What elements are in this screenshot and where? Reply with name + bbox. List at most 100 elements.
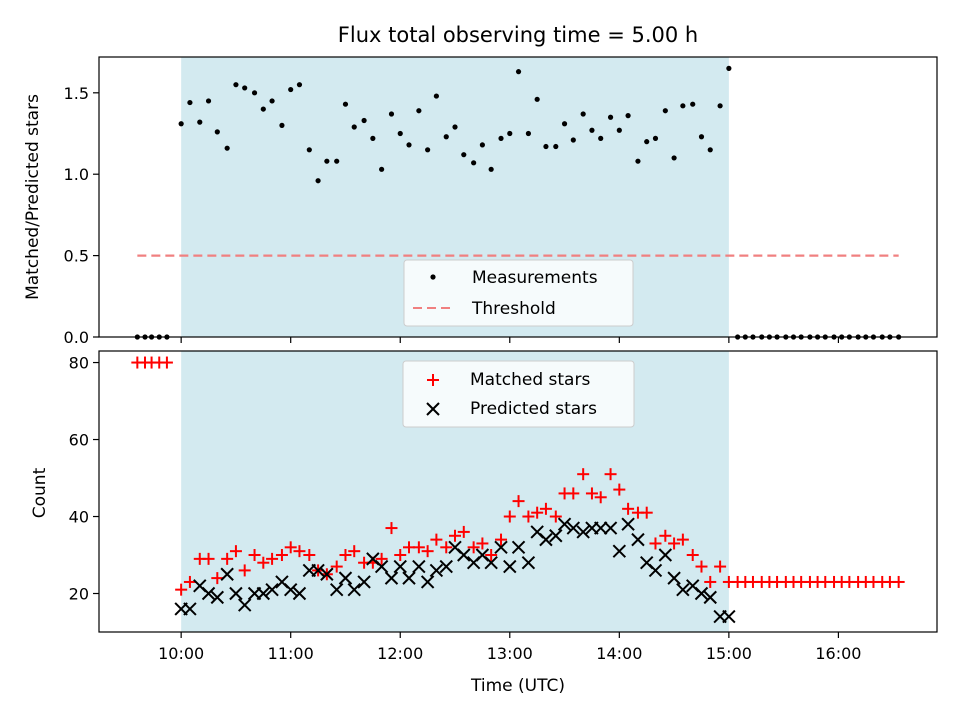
measurement-point — [251, 90, 258, 96]
matched-star-point — [649, 537, 662, 550]
predicted-star-point — [648, 563, 663, 578]
matched-star-point — [549, 510, 562, 523]
predicted-star-point — [330, 582, 344, 597]
measurement-point — [515, 69, 522, 75]
matched-star-point — [659, 529, 672, 542]
measurement-point — [717, 103, 723, 109]
predicted-star-point — [511, 540, 526, 555]
bottom-legend: Matched stars Predicted stars — [402, 360, 635, 428]
legend-matched-label: Matched stars — [470, 370, 590, 390]
predicted-star-point — [311, 563, 325, 578]
measurement-point — [315, 178, 321, 184]
matched-star-point — [293, 545, 306, 558]
predicted-stars-points — [174, 517, 736, 624]
measurement-point — [205, 98, 212, 104]
measurement-point — [242, 85, 248, 91]
matched-star-point — [892, 575, 905, 588]
predicted-star-point — [357, 575, 371, 589]
legend-matched-marker — [427, 374, 439, 386]
predicted-star-point — [374, 559, 389, 574]
measurement-point — [197, 119, 203, 125]
bottom-x-tick-label: 16:00 — [815, 644, 861, 663]
matched-star-point — [467, 541, 480, 554]
bottom-x-tick-label: 13:00 — [487, 644, 533, 663]
legend-predicted-marker — [426, 402, 440, 416]
bottom-y-tick-label: 40 — [69, 508, 89, 527]
measurement-point — [443, 134, 449, 140]
measurement-point — [671, 155, 677, 161]
top-legend-box — [403, 259, 634, 327]
measurement-point — [406, 142, 412, 148]
predicted-star-point — [220, 567, 234, 581]
predicted-star-point — [265, 582, 279, 597]
legend-threshold-label: Threshold — [471, 299, 556, 319]
matched-star-point — [202, 552, 215, 565]
matched-star-point — [275, 549, 288, 562]
bottom-x-tick-label: 14:00 — [596, 644, 642, 663]
matched-star-point — [266, 552, 279, 565]
matched-star-point — [183, 575, 196, 588]
bottom-y-tick-label: 20 — [69, 585, 89, 604]
matched-star-point — [284, 541, 297, 554]
matched-star-point — [640, 506, 653, 519]
predicted-star-point — [557, 517, 572, 531]
matched-star-point — [495, 533, 508, 546]
bottom-axes-frame — [98, 350, 938, 633]
legend-measurements-label: Measurements — [472, 268, 598, 288]
matched-star-point — [668, 537, 681, 550]
matched-star-point — [211, 572, 224, 585]
measurement-point — [635, 158, 641, 164]
predicted-star-point — [210, 590, 225, 605]
measurement-point — [361, 117, 367, 124]
top-y-tick-label: 1.5 — [64, 84, 89, 103]
matched-star-point — [539, 502, 552, 515]
measurement-point — [351, 124, 357, 130]
matched-star-point — [440, 541, 453, 554]
predicted-star-point — [402, 571, 416, 585]
measurement-point — [178, 121, 184, 127]
matched-star-point — [594, 491, 607, 504]
measurement-point — [288, 86, 294, 93]
predicted-star-point — [412, 559, 426, 574]
matched-star-point — [160, 356, 173, 369]
predicted-star-point — [457, 548, 471, 562]
measurement-point — [214, 129, 220, 135]
predicted-star-point — [576, 525, 590, 539]
measurement-point — [260, 106, 266, 112]
predicted-star-point — [593, 521, 608, 535]
measurement-points — [134, 65, 902, 340]
measurement-point — [598, 135, 604, 141]
measurement-point — [296, 82, 303, 88]
matched-stars-points — [131, 356, 905, 596]
bottom-x-ticks: 10:00 11:00 12:00 13:00 14:00 15:00 16:00 — [158, 632, 861, 663]
chart-title: Flux total observing time = 5.00 h — [338, 23, 698, 47]
measurement-point — [662, 108, 668, 114]
top-y-ticks: 0.0 0.5 1.0 1.5 — [64, 84, 99, 347]
matched-star-point — [421, 545, 434, 558]
matched-star-point — [577, 468, 590, 481]
predicted-star-point — [621, 517, 635, 531]
matched-star-point — [430, 533, 443, 546]
predicted-star-point — [256, 586, 271, 601]
measurement-point — [534, 96, 540, 102]
matched-star-point — [248, 549, 261, 562]
measurement-point — [525, 130, 532, 137]
matched-star-point — [385, 522, 398, 535]
matched-star-point — [676, 533, 689, 546]
matched-star-point — [622, 502, 635, 515]
measurement-point — [397, 130, 403, 137]
measurement-point — [224, 145, 230, 151]
matched-star-point — [613, 483, 626, 496]
measurement-point — [625, 113, 631, 119]
measurement-point — [543, 143, 549, 150]
matched-star-point — [503, 510, 516, 523]
x-axis-label: Time (UTC) — [470, 676, 565, 696]
bottom-y-ticks: 20 40 60 80 — [69, 354, 99, 604]
measurement-point — [479, 142, 485, 148]
measurement-point — [580, 111, 586, 117]
predicted-star-point — [658, 548, 673, 562]
matched-star-point — [485, 549, 498, 562]
predicted-star-point — [667, 571, 681, 585]
predicted-star-point — [292, 586, 307, 601]
